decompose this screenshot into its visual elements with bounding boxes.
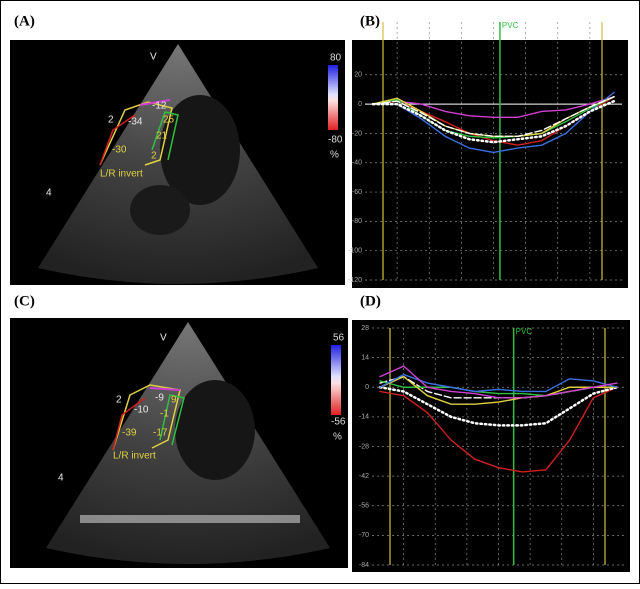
segment-value: -34: [128, 117, 143, 128]
colorbar: [331, 345, 341, 415]
y-tick-label: -100: [348, 248, 362, 255]
colorbar-label: %: [330, 150, 339, 161]
segment-value: 25: [163, 115, 175, 126]
y-tick-label: -70: [359, 532, 369, 539]
cavity: [160, 95, 240, 205]
panel-label: (B): [360, 13, 380, 29]
marker: V: [150, 52, 157, 63]
plot-bg: [352, 40, 628, 288]
segment-value: -39: [122, 428, 137, 439]
panel-label: (A): [14, 13, 35, 29]
segment-value: -12: [152, 101, 167, 112]
panel-label: (C): [14, 293, 35, 309]
pericardium: [80, 515, 300, 523]
marker: 2: [116, 395, 122, 406]
y-tick-label: 0: [365, 384, 369, 391]
y-tick-label: -84: [359, 562, 369, 569]
panel-label: (D): [360, 293, 381, 309]
cavity: [130, 185, 190, 235]
roi: [139, 99, 171, 106]
roi: [99, 101, 173, 166]
colorbar-label: -56: [331, 417, 346, 428]
marker: V: [160, 333, 167, 344]
series-line: [372, 91, 615, 154]
colorbar-label: -80: [328, 135, 343, 146]
roi: [112, 397, 146, 451]
marker: 4: [58, 473, 64, 484]
roi: [112, 384, 181, 451]
y-tick-label: 20: [354, 72, 362, 79]
y-tick-label: 28: [361, 325, 369, 332]
colorbar-label: 56: [333, 333, 345, 344]
marker: 4: [46, 188, 52, 199]
y-tick-label: -20: [352, 130, 362, 137]
colorbar-label: %: [333, 432, 342, 443]
series-line: [372, 96, 615, 138]
series-line: [379, 386, 618, 473]
cavity: [175, 380, 255, 480]
note: L/R invert: [100, 169, 143, 180]
note: L/R invert: [113, 451, 156, 462]
y-tick-label: -80: [352, 218, 362, 225]
segment-value: 9: [171, 395, 177, 406]
colorbar: [328, 65, 338, 130]
roi: [149, 387, 181, 391]
annotation: PVC: [502, 21, 519, 30]
y-tick-label: -56: [359, 503, 369, 510]
segment-value: -9: [155, 393, 164, 404]
roi: [99, 114, 136, 166]
segment-value: -17: [153, 428, 168, 439]
series-line: [379, 365, 618, 399]
y-tick-label: 14: [361, 354, 369, 361]
segment-value: 21: [156, 131, 168, 142]
segment-value: 2: [151, 151, 157, 162]
annotation: PVC: [516, 327, 533, 336]
marker: 2: [108, 115, 114, 126]
y-tick-label: -40: [352, 160, 362, 167]
plot-bg: [352, 320, 630, 572]
y-tick-label: -14: [359, 414, 369, 421]
y-tick-label: 0: [358, 101, 362, 108]
y-tick-label: -120: [348, 277, 362, 284]
segment-value: -30: [112, 145, 127, 156]
roi: [151, 111, 179, 161]
series-line: [372, 96, 615, 139]
series-line: [378, 386, 619, 427]
roi: [159, 394, 185, 446]
series-line: [372, 96, 615, 118]
y-tick-label: -60: [352, 189, 362, 196]
y-tick-label: -28: [359, 443, 369, 450]
colorbar-label: 80: [330, 53, 342, 64]
segment-value: -10: [134, 405, 149, 416]
series-line: [371, 99, 616, 144]
series-line: [379, 375, 618, 405]
segment-value: -1: [160, 409, 169, 420]
y-tick-label: -42: [359, 473, 369, 480]
